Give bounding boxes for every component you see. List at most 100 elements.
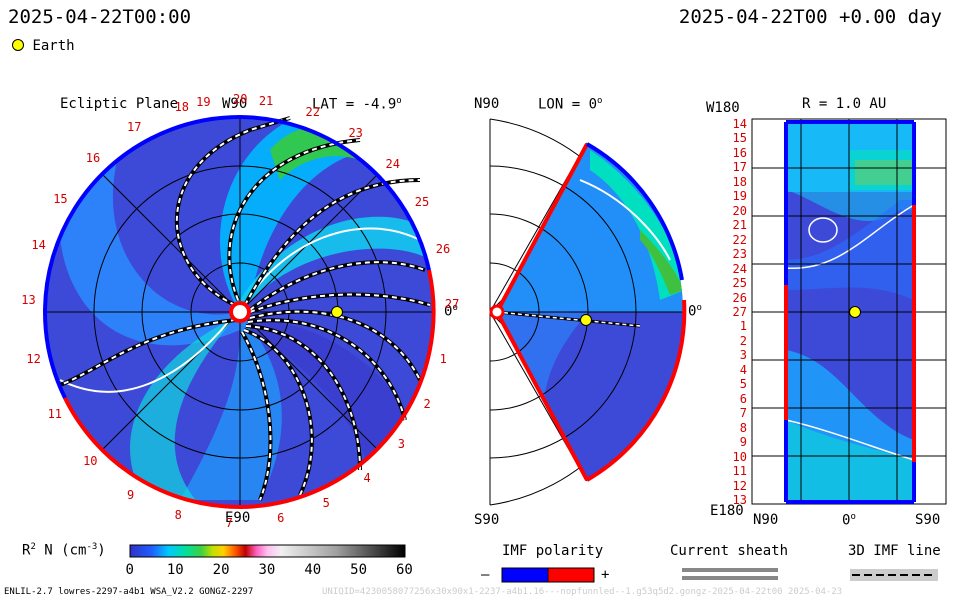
ecliptic-lat-label: LAT = -4.9o: [312, 96, 402, 113]
current-sheath-swatch-2: [682, 576, 778, 580]
colorbar: [129, 544, 406, 558]
meridional-right-label: 0o: [688, 303, 702, 320]
colorbar-tick-label: 40: [304, 562, 322, 578]
radial-y-tick-label: 12: [732, 478, 747, 493]
carrington-tick-label: 23: [348, 126, 363, 141]
colorbar-tick-label: 60: [396, 562, 413, 578]
polarity-positive-swatch: [547, 567, 595, 583]
colorbar-tick-label: 30: [258, 562, 276, 578]
model-info: ENLIL-2.7 lowres-2297-a4b1 WSA_V2.2 GONG…: [4, 587, 254, 597]
ecliptic-rim-negative-2: [239, 115, 431, 271]
radial-title: R = 1.0 AU: [802, 96, 887, 112]
earth-marker-ecliptic: [331, 306, 343, 318]
earth-legend: Earth: [12, 38, 75, 54]
ecliptic-top-label: W90: [222, 96, 248, 112]
carrington-tick-label: 21: [258, 93, 274, 108]
radial-y-tick-label: 24: [732, 261, 747, 276]
carrington-tick-label: 7: [225, 515, 233, 530]
colorbar-tick-label: 0: [125, 562, 134, 578]
radial-y-tick-label: 6: [739, 391, 747, 406]
radial-panel: [751, 118, 947, 505]
colorbar-tick-label: 50: [350, 562, 368, 578]
radial-y-tick-label: 26: [732, 290, 747, 305]
radial-density-field: [786, 122, 914, 502]
radial-y-tick-label: 14: [732, 117, 747, 131]
datetime-right: 2025-04-22T00 +0.00 day: [678, 6, 942, 28]
carrington-tick-label: 27: [444, 296, 460, 311]
carrington-tick-label: 8: [174, 507, 182, 522]
radial-y-tick-label: 3: [739, 348, 747, 363]
radial-y-tick-label: 20: [732, 203, 747, 218]
carrington-tick-label: 20: [233, 92, 248, 106]
radial-y-tick-label: 2: [739, 333, 747, 348]
radial-y-tick-label: 25: [732, 276, 747, 291]
radial-top-left-label: W180: [706, 100, 740, 116]
carrington-tick-label: 24: [385, 156, 400, 171]
meridional-bottom-label: S90: [474, 512, 500, 528]
radial-bottom-left-label: E180: [710, 503, 744, 519]
carrington-tick-label: 3: [397, 437, 405, 452]
radial-x-label-s90: S90: [915, 512, 941, 528]
colorbar-tick-label: 10: [166, 562, 184, 578]
carrington-tick-label: 14: [31, 238, 46, 253]
radial-y-tick-label: 23: [732, 247, 747, 262]
polarity-plus-label: +: [601, 567, 610, 583]
colorbar-label: R2 N (cm-3): [22, 542, 106, 559]
radial-y-tick-label: 17: [732, 160, 747, 175]
sun-icon-meridional: [489, 304, 505, 320]
carrington-tick-label: 13: [21, 292, 36, 307]
carrington-tick-label: 25: [414, 194, 430, 209]
carrington-tick-label: 26: [435, 242, 451, 257]
carrington-tick-label: 6: [277, 511, 285, 526]
carrington-tick-label: 2: [423, 396, 431, 411]
radial-y-tick-label: 19: [732, 189, 747, 204]
meridional-lon-label: LON = 0o: [538, 96, 603, 113]
watermark: UNIQID=4230058077256x30x90x1-2237-a4b1.1…: [322, 587, 843, 597]
carrington-tick-label: 12: [26, 351, 41, 366]
datetime-left: 2025-04-22T00:00: [8, 6, 192, 28]
ecliptic-bottom-label: E90: [225, 510, 251, 526]
carrington-tick-label: 4: [363, 471, 371, 486]
polarity-negative-swatch: [501, 567, 549, 583]
radial-y-tick-label: 15: [732, 131, 747, 146]
ecliptic-title: Ecliptic Plane: [60, 96, 179, 112]
imf-line-title: 3D IMF line: [848, 543, 941, 559]
radial-x-label-0: 0o: [842, 512, 856, 529]
carrington-tick-label: 19: [196, 95, 211, 110]
carrington-tick-label: 11: [47, 406, 63, 421]
carrington-tick-label: 9: [127, 487, 135, 502]
radial-y-tick-label: 11: [732, 464, 747, 479]
radial-y-tick-label: 27: [732, 305, 747, 319]
radial-y-tick-label: 21: [732, 218, 747, 233]
meridional-panel: [489, 118, 687, 506]
current-sheath-swatch-1: [682, 568, 778, 572]
earth-legend-label: Earth: [32, 38, 75, 54]
radial-y-tick-label: 5: [739, 377, 747, 392]
radial-y-tick-label: 7: [739, 406, 747, 421]
current-sheath-title: Current sheath: [670, 543, 789, 559]
carrington-tick-label: 15: [53, 191, 68, 206]
radial-y-tick-label: 10: [732, 449, 747, 464]
imf-polarity-title: IMF polarity: [502, 543, 604, 559]
earth-marker-meridional: [580, 314, 592, 326]
earth-marker-radial: [849, 306, 861, 318]
radial-y-tick-label: 22: [732, 232, 747, 247]
ecliptic-rim-positive: [63, 269, 436, 510]
carrington-tick-label: 17: [127, 120, 142, 135]
radial-y-tick-label: 1: [739, 319, 747, 334]
carrington-tick-label: 22: [305, 104, 320, 119]
meridional-rim-positive: [585, 299, 687, 482]
radial-y-tick-label: 13: [732, 493, 747, 507]
ecliptic-panel: [43, 115, 436, 510]
ecliptic-rim-negative: [43, 115, 241, 399]
meridional-rim-negative: [586, 142, 684, 281]
carrington-tick-label: 16: [85, 151, 101, 166]
meridional-top-label: N90: [474, 96, 500, 112]
radial-y-tick-label: 8: [739, 420, 747, 435]
carrington-tick-label: 5: [322, 496, 330, 511]
radial-y-tick-label: 18: [732, 174, 747, 189]
colorbar-tick-label: 20: [212, 562, 230, 578]
ecliptic-right-label: 0o: [444, 303, 458, 320]
radial-y-tick-label: 16: [732, 145, 747, 160]
